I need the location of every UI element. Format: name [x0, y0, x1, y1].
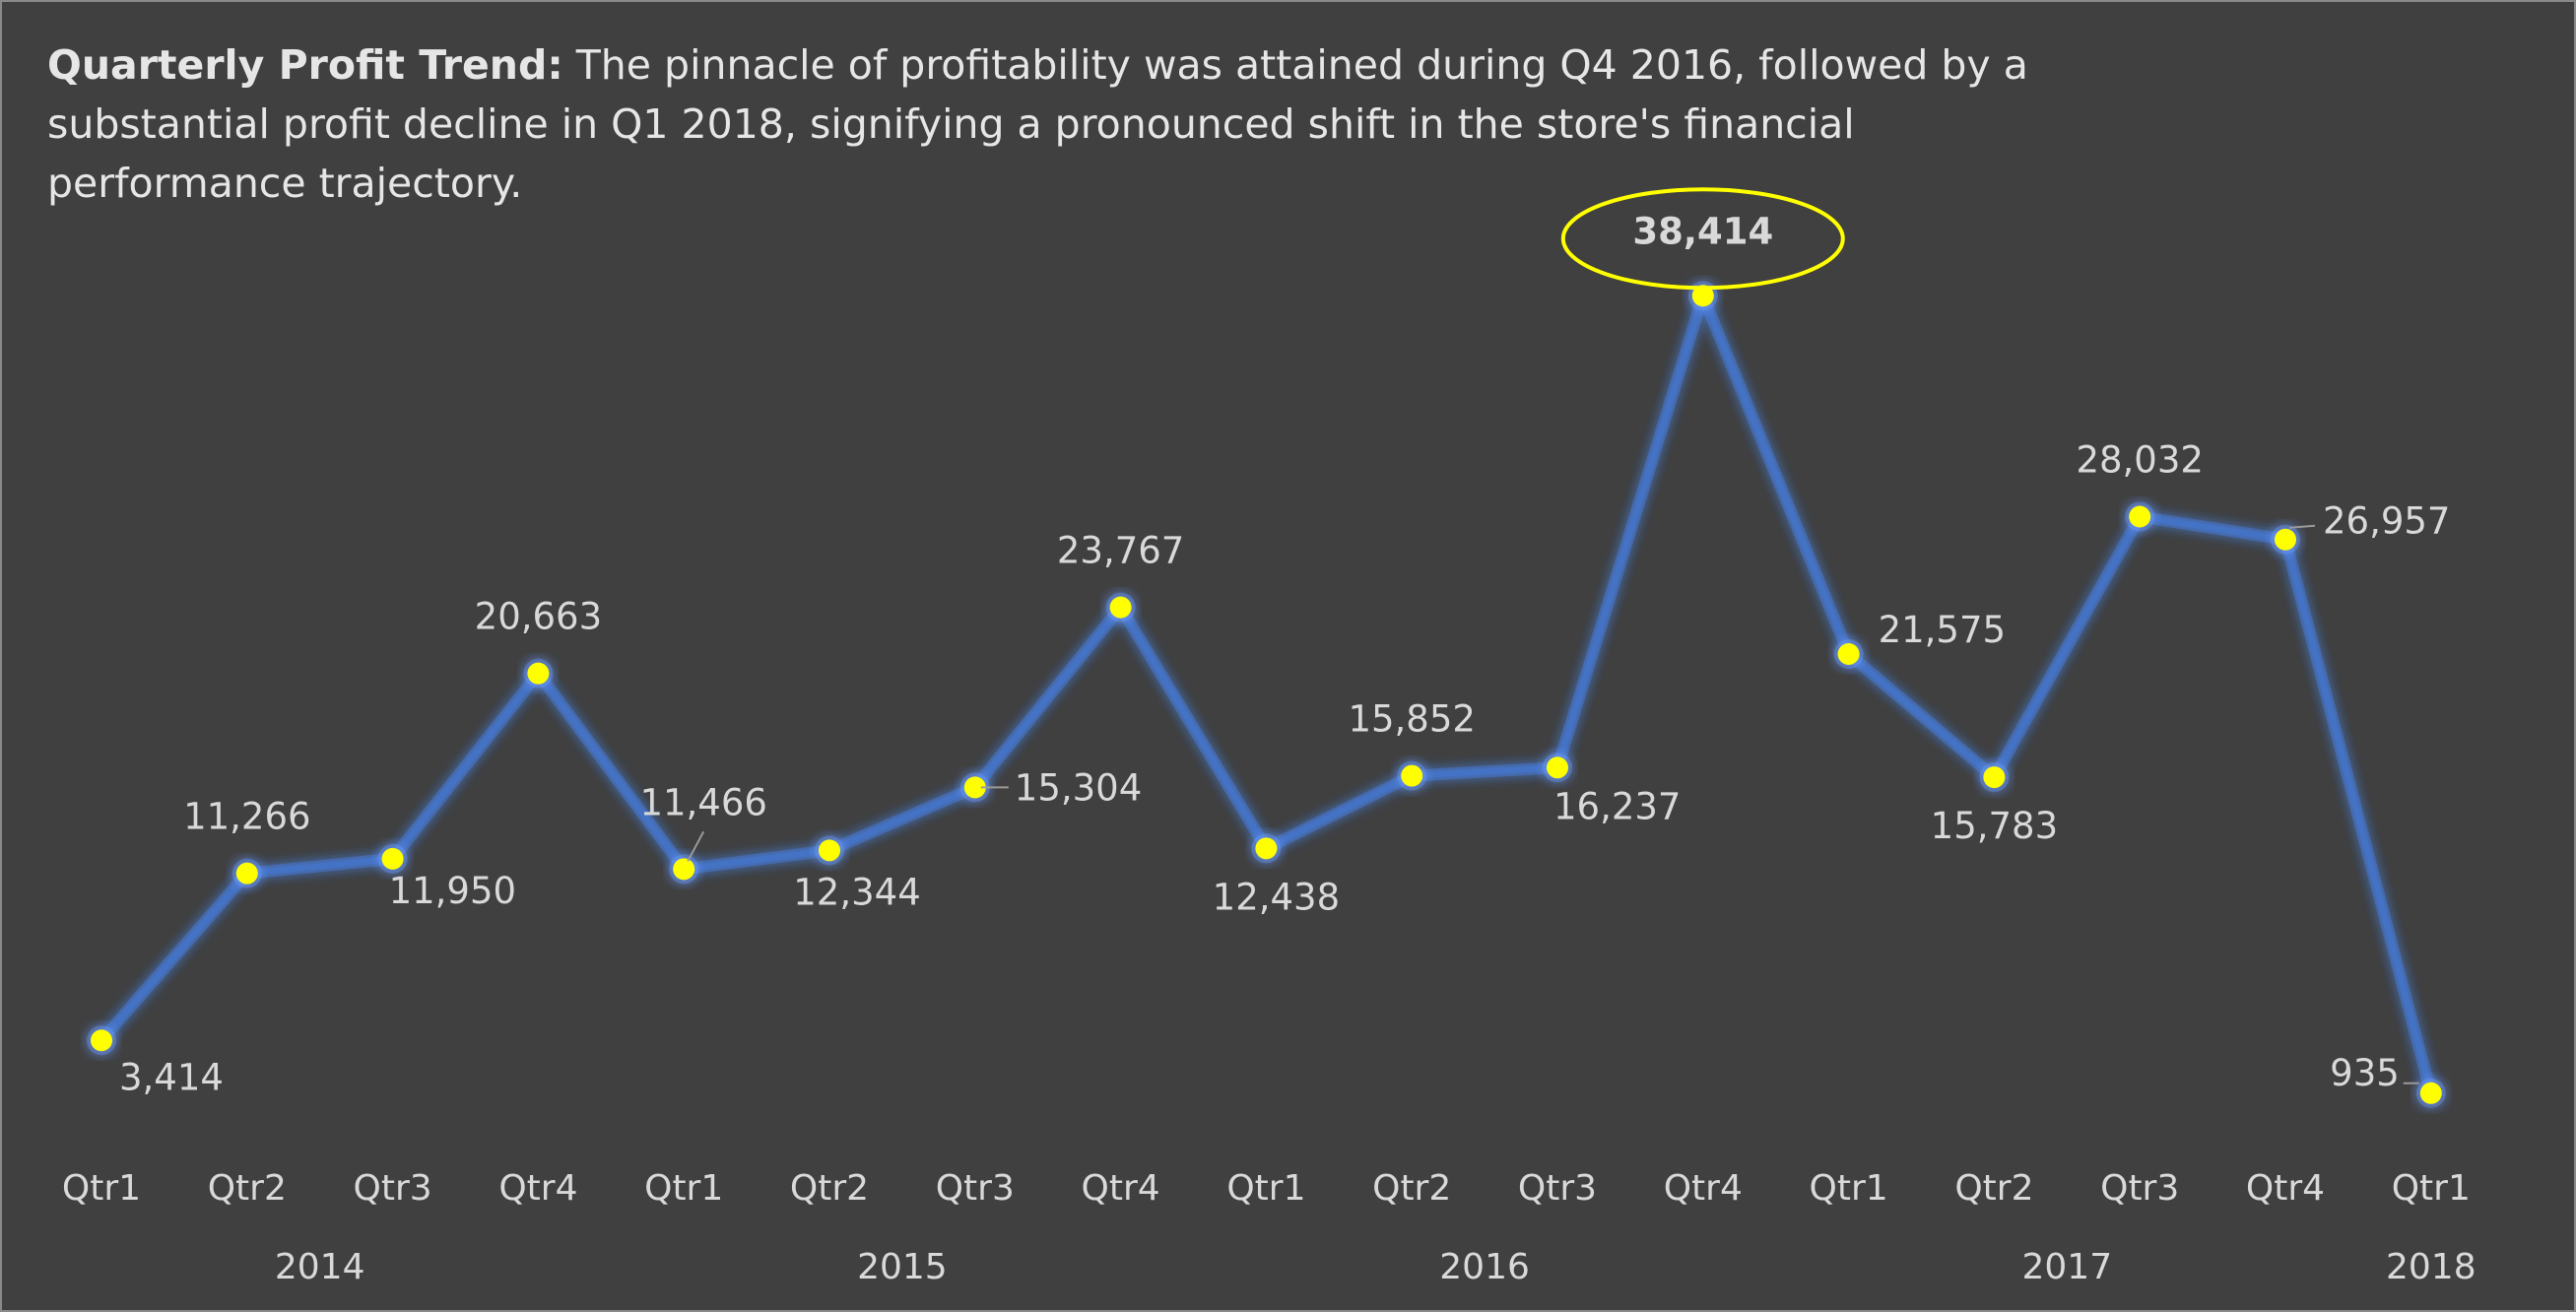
x-tick-label: Qtr3 [2100, 1168, 2179, 1209]
data-point [527, 662, 550, 685]
data-label: 3,414 [119, 1056, 224, 1098]
x-year-label: 2018 [2386, 1247, 2477, 1287]
data-label: 11,266 [183, 796, 310, 838]
x-tick-label: Qtr4 [1082, 1168, 1160, 1209]
data-point [1255, 837, 1278, 860]
x-year-label: 2014 [275, 1247, 365, 1287]
x-tick-label: Qtr4 [2246, 1168, 2325, 1209]
x-tick-label: Qtr1 [62, 1168, 141, 1209]
series-line [99, 293, 2434, 1094]
x-tick-label: Qtr1 [1810, 1168, 1888, 1209]
data-label: 15,304 [1015, 766, 1142, 809]
data-label: 26,957 [2323, 500, 2450, 543]
data-point [1109, 596, 1132, 619]
data-point [673, 858, 695, 881]
data-label: 935 [2330, 1052, 2400, 1094]
data-label: 15,852 [1348, 698, 1475, 741]
data-point [235, 862, 258, 885]
data-point [2129, 505, 2151, 528]
chart-title-text: The pinnacle of profitability was attain… [47, 41, 2028, 207]
data-label: 23,767 [1057, 530, 1184, 572]
data-label: 12,344 [793, 871, 920, 913]
chart-title: Quarterly Profit Trend: The pinnacle of … [47, 35, 2096, 213]
data-label: 21,575 [1879, 609, 2006, 651]
data-point [819, 839, 840, 862]
leader-line [687, 830, 705, 862]
x-tick-label: Qtr1 [1226, 1168, 1305, 1209]
data-point [91, 1029, 112, 1052]
data-point [381, 847, 404, 870]
leader-line [2288, 524, 2316, 529]
data-point [1547, 756, 1568, 779]
x-tick-label: Qtr2 [1372, 1168, 1451, 1209]
data-label: 15,783 [1931, 805, 2058, 847]
x-tick-label: Qtr2 [208, 1168, 287, 1209]
data-point [1691, 285, 1714, 307]
x-year-label: 2017 [2021, 1247, 2112, 1287]
chart-title-bold: Quarterly Profit Trend: [47, 41, 563, 89]
highlight-ellipse [1560, 187, 1845, 291]
data-point [1983, 766, 2006, 789]
data-label: 11,950 [389, 870, 516, 912]
x-tick-label: Qtr4 [1664, 1168, 1743, 1209]
x-tick-label: Qtr4 [498, 1168, 577, 1209]
data-label: 28,032 [2076, 439, 2203, 482]
x-tick-label: Qtr1 [2392, 1168, 2471, 1209]
data-point [2419, 1082, 2442, 1104]
data-point [963, 776, 986, 799]
data-label: 16,237 [1553, 785, 1681, 827]
x-year-label: 2016 [1439, 1247, 1530, 1287]
data-label: 11,466 [639, 781, 766, 823]
series-line-glow [97, 290, 2437, 1095]
x-year-label: 2015 [857, 1247, 948, 1287]
x-tick-label: Qtr3 [1518, 1168, 1597, 1209]
data-label: 20,663 [475, 596, 602, 638]
data-label: 38,414 [1632, 210, 1773, 252]
data-point [2275, 528, 2296, 551]
data-point [1401, 764, 1423, 787]
x-tick-label: Qtr3 [354, 1168, 432, 1209]
x-tick-label: Qtr2 [1954, 1168, 2033, 1209]
x-tick-label: Qtr3 [936, 1168, 1015, 1209]
data-label: 12,438 [1213, 876, 1340, 918]
x-tick-label: Qtr1 [644, 1168, 723, 1209]
data-point [1837, 642, 1860, 665]
x-tick-label: Qtr2 [790, 1168, 869, 1209]
